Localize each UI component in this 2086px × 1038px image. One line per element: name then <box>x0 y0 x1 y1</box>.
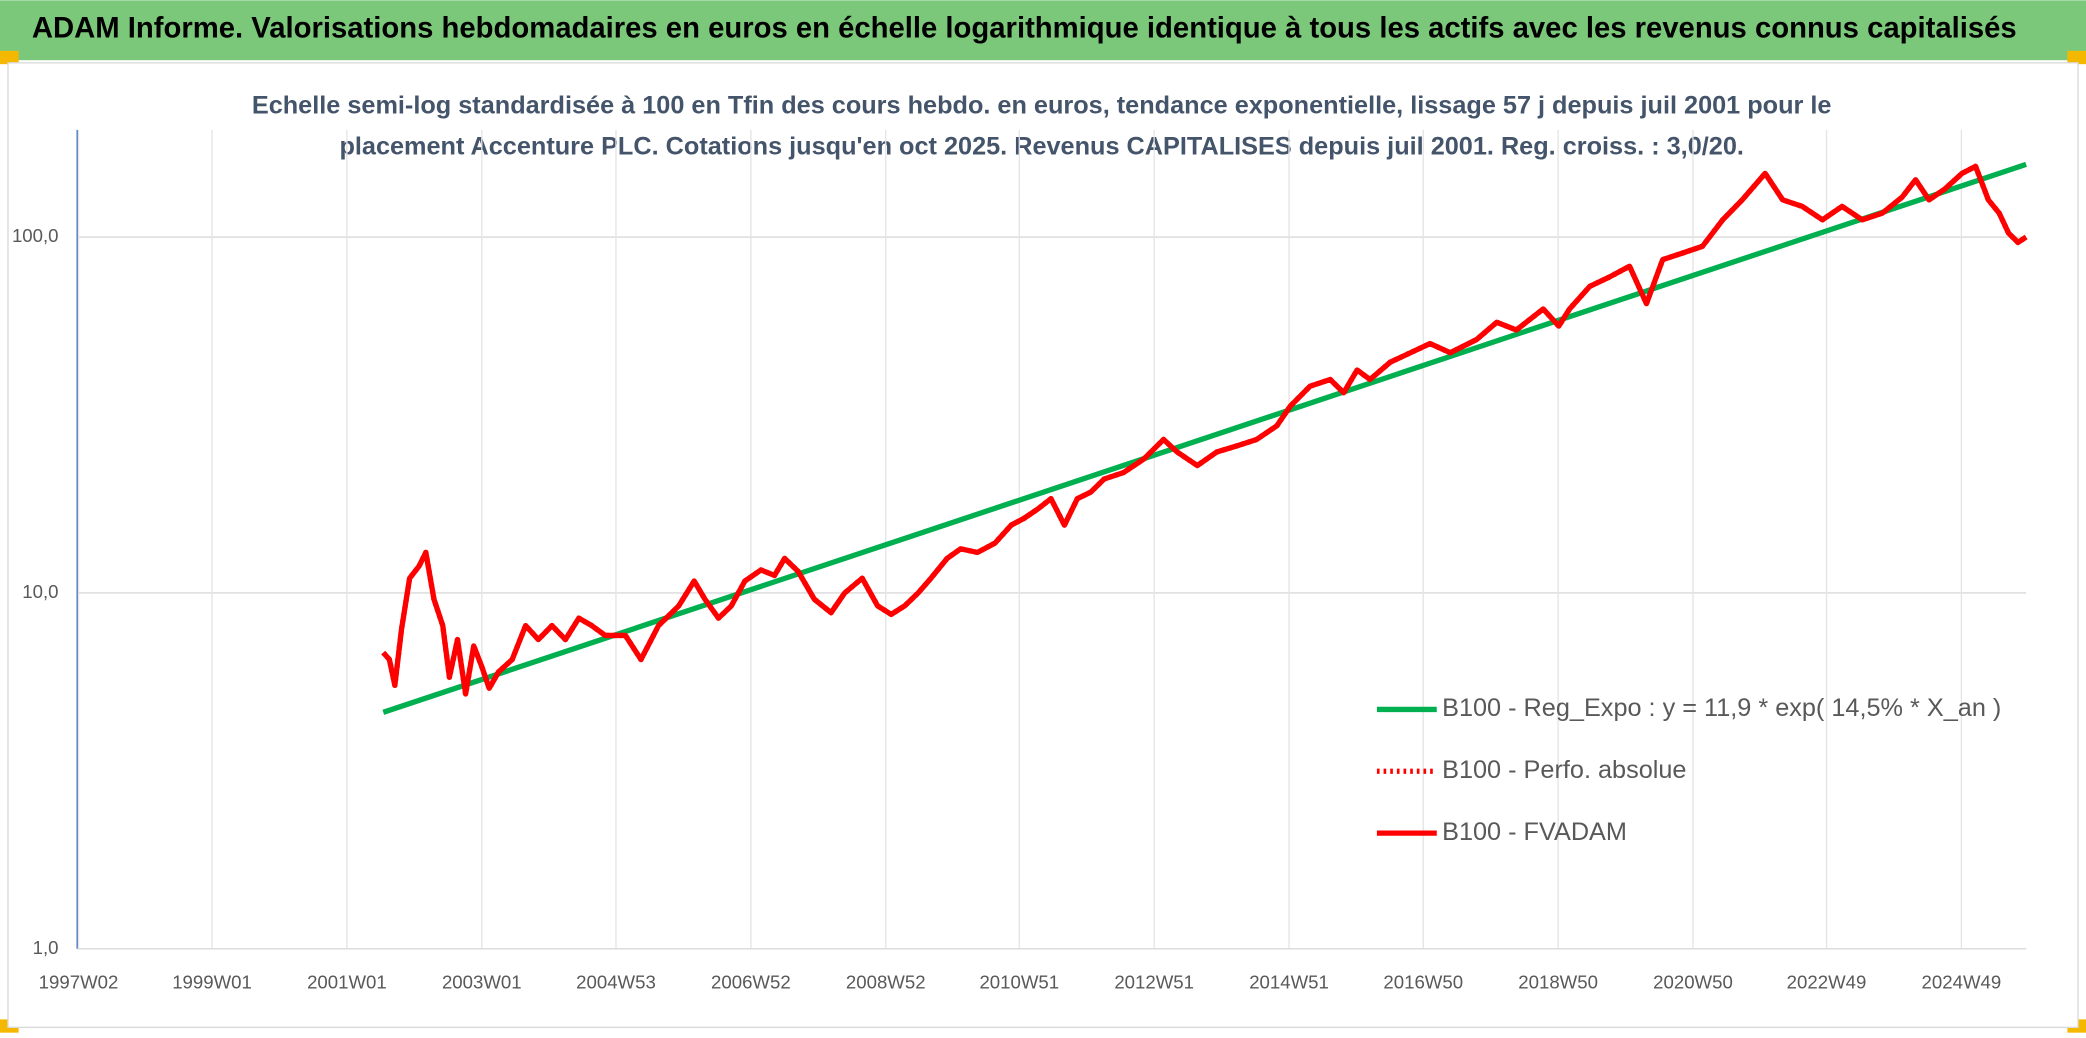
corner <box>0 50 19 65</box>
series-line <box>381 163 2028 697</box>
x-tick-label: 2006W52 <box>711 971 791 992</box>
legend-label: B100 - FVADAM <box>1442 818 1627 846</box>
x-tick-label: 2010W51 <box>979 971 1059 992</box>
x-tick-label: 2024W49 <box>1922 971 2002 992</box>
plot <box>381 161 2028 715</box>
x-tick-label: 1997W02 <box>39 971 119 992</box>
x-tick-label: 2018W50 <box>1518 971 1598 992</box>
chart-title: Echelle semi-log standardisée à 100 en T… <box>252 91 1832 119</box>
x-tick-label: 2022W49 <box>1787 971 1867 992</box>
series-line <box>382 161 2027 715</box>
x-tick-label: 2008W52 <box>846 971 926 992</box>
x-tick-label: 2001W01 <box>307 971 387 992</box>
x-tick-label: 2004W53 <box>576 971 656 992</box>
grid: 1,0 10,0 100,0 1997W02 1999W01 2001W01 2003W01… <box>12 129 2027 992</box>
chart-area <box>7 62 2079 1029</box>
x-tick-label: 2014W51 <box>1249 971 1329 992</box>
header: ADAM Informe. Valorisations hebdomadaire… <box>32 12 2017 44</box>
y-tick-label: 10,0 <box>22 581 58 602</box>
x-tick-label: 2003W01 <box>442 971 522 992</box>
y-tick-label: 100,0 <box>12 225 59 246</box>
chart-title: placement Accenture PLC. Cotations jusqu… <box>339 133 1743 161</box>
legend-label: B100 - Reg_Expo : y = 11,9 * exp( 14,5% … <box>1442 694 2001 722</box>
corner <box>2067 50 2086 65</box>
y-tick-label: 1,0 <box>33 937 59 958</box>
x-tick-label: 2020W50 <box>1653 971 1733 992</box>
x-tick-label: 2016W50 <box>1383 971 1463 992</box>
header-band <box>0 0 2086 61</box>
legend-label: B100 - Perfo. absolue <box>1442 756 1686 784</box>
x-tick-label: 2012W51 <box>1114 971 1194 992</box>
legend: B100 - Reg_Expo : y = 11,9 * exp( 14,5% … <box>1376 694 2001 846</box>
x-tick-label: 1999W01 <box>172 971 252 992</box>
